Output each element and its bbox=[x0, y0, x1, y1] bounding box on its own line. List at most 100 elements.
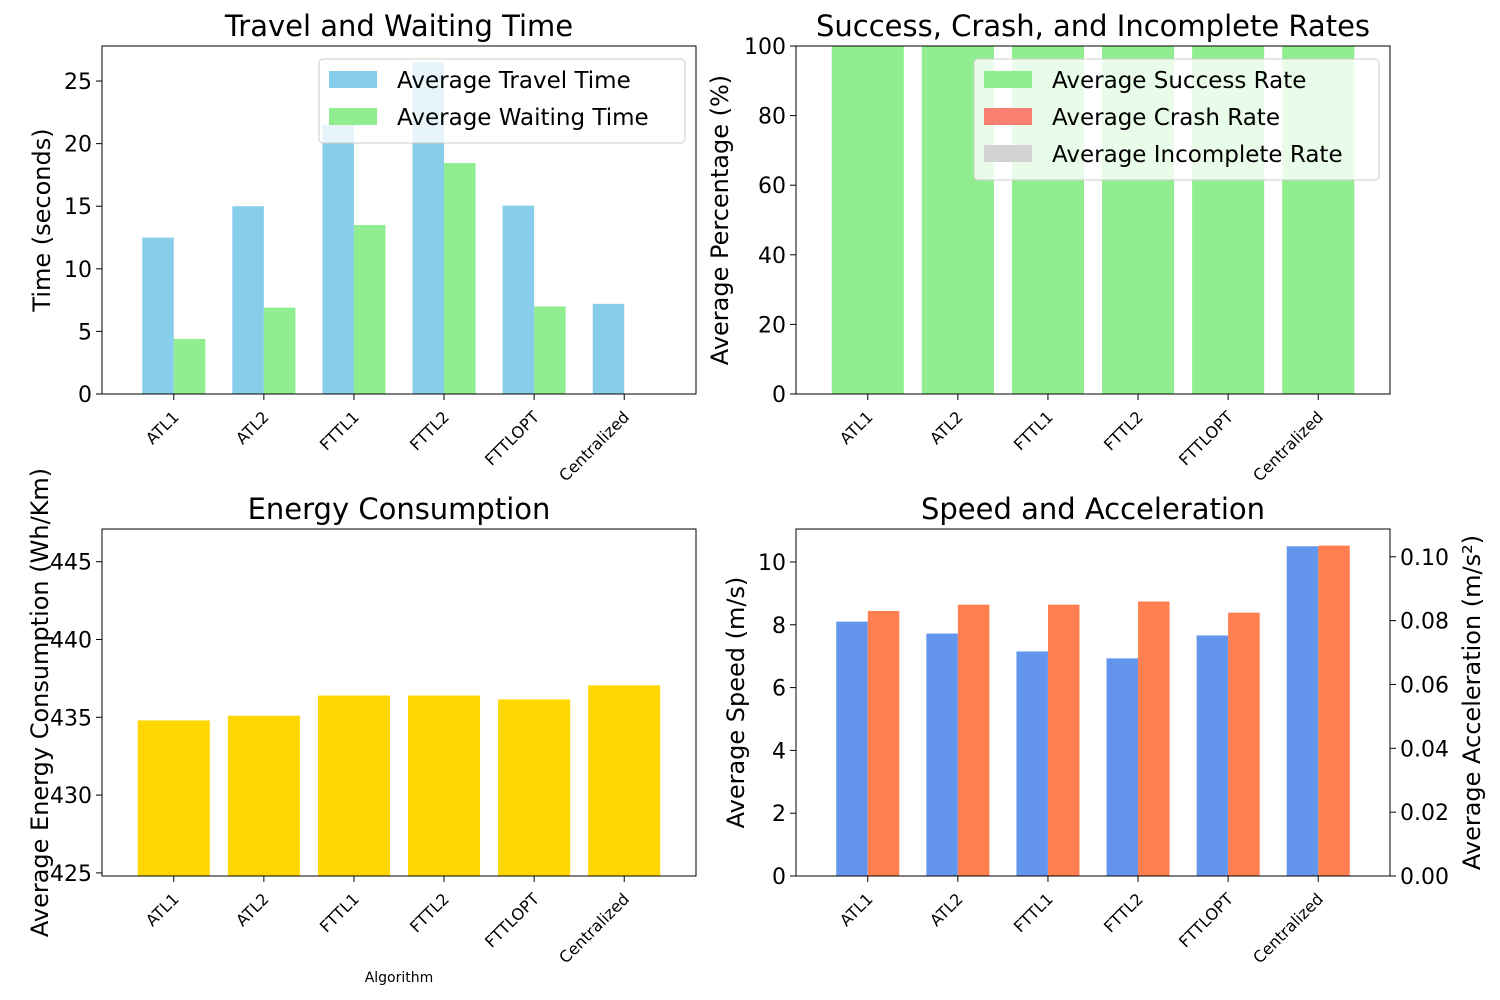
legend-swatch bbox=[984, 145, 1032, 162]
y-tick-label: 6 bbox=[772, 677, 786, 702]
y-tick-label-right: 0.00 bbox=[1400, 865, 1449, 890]
legend-box bbox=[318, 58, 686, 144]
y-tick-label: 100 bbox=[744, 35, 786, 60]
x-tick-label: Centralized bbox=[1249, 407, 1327, 485]
bar-fttl2 bbox=[408, 695, 481, 876]
bar-fttl1-1 bbox=[322, 124, 354, 394]
bar-atl2-1 bbox=[926, 633, 958, 876]
y-tick-label-right: 0.04 bbox=[1400, 737, 1449, 762]
x-tick-label: FTTL1 bbox=[316, 407, 363, 454]
x-axis-label: Algorithm bbox=[365, 970, 434, 986]
bar-atl1-1 bbox=[836, 621, 868, 876]
y-tick-label: 60 bbox=[758, 174, 786, 199]
chart-title: Success, Crash, and Incomplete Rates bbox=[816, 9, 1370, 43]
y-tick-label: 40 bbox=[758, 244, 786, 269]
x-tick-label: FTTLOPT bbox=[1175, 889, 1237, 951]
x-tick-label: FTTLOPT bbox=[1175, 407, 1237, 469]
bar-atl1-2 bbox=[173, 338, 206, 394]
legend: Average Success Rate Average Crash Rate Av… bbox=[973, 58, 1380, 181]
chart-title: Speed and Acceleration bbox=[921, 492, 1265, 526]
legend-label: Average Waiting Time bbox=[397, 105, 649, 131]
bar-atl2 bbox=[227, 715, 300, 876]
bar-fttl1-1 bbox=[1016, 651, 1048, 876]
bar-fttlopt-1 bbox=[1196, 635, 1229, 876]
bars bbox=[137, 685, 661, 876]
chart-2: Success, Crash, and Incomplete Rates 0 20 4… bbox=[706, 9, 1391, 485]
y-tick-label: 0 bbox=[772, 383, 786, 408]
bar-atl2-1 bbox=[232, 206, 264, 394]
x-tick-label: Centralized bbox=[555, 889, 633, 967]
y-tick-label: 2 bbox=[772, 802, 786, 827]
plot-frame bbox=[795, 45, 1391, 395]
bar-fttl2-1 bbox=[1106, 658, 1139, 876]
bar-atl1 bbox=[137, 720, 210, 876]
x-tick-label: ATL1 bbox=[836, 889, 877, 930]
bar-fttl2-2 bbox=[1138, 601, 1170, 876]
x-tick-label: ATL1 bbox=[836, 407, 877, 448]
x-tick-label: ATL1 bbox=[142, 407, 183, 448]
legend-swatch bbox=[984, 71, 1032, 88]
bar-atl2-2 bbox=[263, 307, 296, 394]
y-axis-label: Average Percentage (%) bbox=[706, 75, 734, 365]
bar-fttl1-2 bbox=[353, 225, 386, 394]
bar-fttlopt-2 bbox=[1228, 612, 1260, 876]
y-tick-label: 0 bbox=[772, 865, 786, 890]
x-tick-label: ATL1 bbox=[142, 889, 183, 930]
y-tick-label: 10 bbox=[64, 258, 92, 283]
y-tick-label: 10 bbox=[758, 551, 786, 576]
y-tick-label: 25 bbox=[64, 70, 92, 95]
x-tick-label: FTTL2 bbox=[406, 407, 453, 454]
y-tick-label: 80 bbox=[758, 105, 786, 130]
y-tick-label-right: 0.06 bbox=[1400, 673, 1449, 698]
x-tick-label: FTTLOPT bbox=[481, 407, 543, 469]
x-tick-label: FTTL2 bbox=[1100, 407, 1147, 454]
y-tick-label: 20 bbox=[64, 133, 92, 158]
bar-fttl1 bbox=[317, 695, 390, 876]
bar-fttl1-2 bbox=[1047, 604, 1080, 876]
x-tick-label: ATL2 bbox=[232, 407, 273, 448]
y-tick-label: 425 bbox=[50, 862, 92, 887]
x-tick-label: FTTL1 bbox=[1010, 889, 1057, 936]
y-axis-label-right: Average Acceleration (m/s²) bbox=[1458, 535, 1486, 870]
y-tick-label: 435 bbox=[50, 706, 92, 731]
chart-title: Travel and Waiting Time bbox=[224, 9, 573, 43]
chart-3: Energy Consumption 425 430 435 440 445Average… bbox=[26, 468, 697, 986]
legend-label: Average Incomplete Rate bbox=[1052, 142, 1343, 168]
y-axis-label: Average Energy Consumption (Wh/Km) bbox=[26, 468, 54, 937]
y-tick-label-right: 0.02 bbox=[1400, 801, 1449, 826]
bar-fttlopt-1 bbox=[502, 205, 535, 394]
x-tick-label: Centralized bbox=[555, 407, 633, 485]
plot-frame bbox=[101, 45, 697, 395]
y-tick-label-right: 0.10 bbox=[1400, 546, 1449, 571]
x-tick-label: ATL2 bbox=[926, 889, 967, 930]
y-tick-label: 0 bbox=[78, 383, 92, 408]
bar-atl1-2 bbox=[867, 611, 900, 876]
legend-swatch bbox=[329, 71, 377, 88]
y-tick-label: 8 bbox=[772, 614, 786, 639]
y-axis-label: Average Speed (m/s) bbox=[722, 577, 750, 829]
x-tick-label: FTTL1 bbox=[1010, 407, 1057, 454]
legend: Average Travel Time Average Waiting Time bbox=[318, 58, 686, 144]
x-tick-label: FTTLOPT bbox=[481, 889, 543, 951]
chart-title: Energy Consumption bbox=[248, 492, 551, 526]
legend-label: Average Crash Rate bbox=[1052, 105, 1280, 131]
plot-frame bbox=[795, 528, 1391, 877]
y-tick-label: 440 bbox=[50, 628, 92, 653]
x-tick-label: FTTL2 bbox=[1100, 889, 1147, 936]
x-tick-label: FTTL1 bbox=[316, 889, 363, 936]
x-tick-label: FTTL2 bbox=[406, 889, 453, 936]
legend-label: Average Success Rate bbox=[1052, 68, 1306, 94]
y-tick-label: 445 bbox=[50, 551, 92, 576]
bar-centralized-2 bbox=[1318, 545, 1350, 876]
y-tick-label: 5 bbox=[78, 320, 92, 345]
plot-frame bbox=[101, 528, 697, 877]
x-tick-label: Centralized bbox=[1249, 889, 1327, 967]
bar-centralized bbox=[588, 685, 661, 876]
legend-label: Average Travel Time bbox=[397, 68, 631, 94]
bar-atl1-1 bbox=[831, 46, 904, 394]
bar-centralized-1 bbox=[592, 303, 625, 394]
chart-1: Travel and Waiting Time 0 5 10 15 20 25 Time (s… bbox=[28, 9, 697, 485]
x-tick-label: ATL2 bbox=[232, 889, 273, 930]
y-tick-label: 20 bbox=[758, 313, 786, 338]
bar-fttlopt-2 bbox=[534, 306, 566, 394]
